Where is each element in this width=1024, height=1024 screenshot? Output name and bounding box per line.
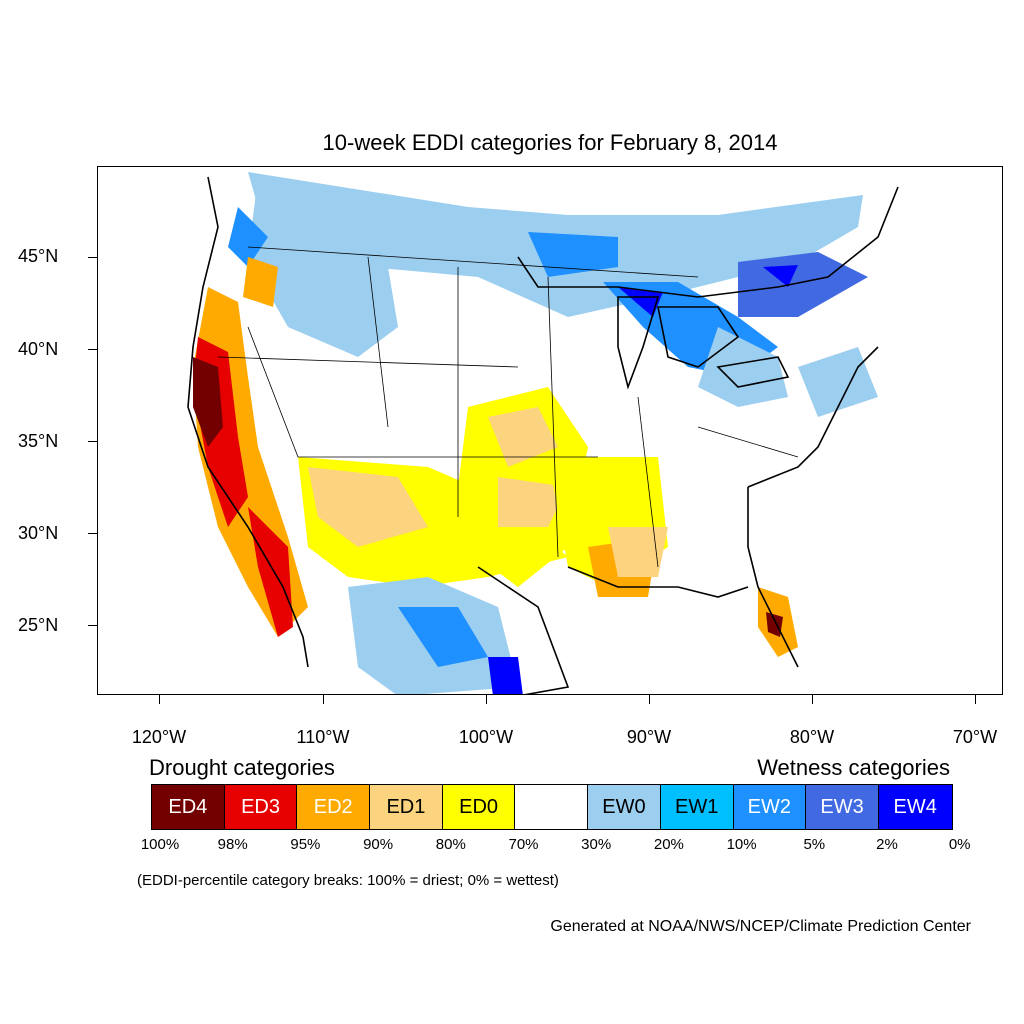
legend-color-bar: ED4 ED3 ED2 ED1 ED0 EW0 EW1 EW2 EW3 EW4 xyxy=(151,784,953,830)
lon-label-110: 110°W xyxy=(296,727,350,747)
legend-percent-break: 0% xyxy=(948,836,971,853)
legend-percent-break: 30% xyxy=(581,836,612,853)
lon-label-90: 90°W xyxy=(626,727,672,747)
lat-tick-45 xyxy=(88,257,97,258)
lat-label-40: 40°N xyxy=(18,339,59,359)
legend-percent-break: 2% xyxy=(876,836,898,853)
lon-tick-90 xyxy=(649,695,650,704)
legend-percent-break: 90% xyxy=(363,836,394,853)
lon-tick-110 xyxy=(323,695,324,704)
lon-label-120: 120°W xyxy=(131,727,187,747)
legend-cell-ew4: EW4 xyxy=(878,785,952,829)
legend-cell-ed0: ED0 xyxy=(442,785,516,829)
legend-cell-ew2: EW2 xyxy=(733,785,807,829)
lat-tick-25 xyxy=(88,625,97,626)
lon-label-100: 100°W xyxy=(458,727,514,747)
lat-label-35: 35°N xyxy=(18,431,59,451)
legend-wetness-title: Wetness categories xyxy=(757,755,950,780)
legend-percent-break: 10% xyxy=(726,836,757,853)
lat-label-45: 45°N xyxy=(18,246,59,266)
lon-tick-100 xyxy=(486,695,487,704)
legend-percent-break: 80% xyxy=(435,836,466,853)
legend-cell-ew1: EW1 xyxy=(660,785,734,829)
lat-tick-40 xyxy=(88,349,97,350)
legend-percent-break: 100% xyxy=(140,836,180,853)
legend-cell-ed2: ED2 xyxy=(297,785,371,829)
legend-cell-neutral xyxy=(515,785,589,829)
legend-cell-ed1: ED1 xyxy=(370,785,443,829)
lat-label-25: 25°N xyxy=(18,615,59,635)
credit-line: Generated at NOAA/NWS/NCEP/Climate Predi… xyxy=(550,918,971,935)
legend-percent-break: 95% xyxy=(290,836,321,853)
lon-tick-120 xyxy=(159,695,160,704)
eddi-map-canvas xyxy=(187,172,899,694)
legend-percent-break: 20% xyxy=(653,836,684,853)
legend-percent-break: 98% xyxy=(217,836,248,853)
legend-cell-ed3: ED3 xyxy=(224,785,298,829)
lon-label-80: 80°W xyxy=(789,727,835,747)
legend-drought-title: Drought categories xyxy=(149,755,335,780)
lon-tick-80 xyxy=(812,695,813,704)
legend-percent-break: 70% xyxy=(508,836,539,853)
legend-percent-break: 5% xyxy=(803,836,826,853)
lat-tick-35 xyxy=(88,441,97,442)
lon-label-70: 70°W xyxy=(952,727,998,747)
legend-note: (EDDI-percentile category breaks: 100% =… xyxy=(137,872,559,889)
eddi-map xyxy=(97,166,1003,695)
map-title: 10-week EDDI categories for February 8, … xyxy=(322,130,778,155)
lat-label-30: 30°N xyxy=(18,523,59,543)
legend-cell-ew3: EW3 xyxy=(806,785,879,829)
lon-tick-70 xyxy=(975,695,976,704)
lat-tick-30 xyxy=(88,533,97,534)
legend-cell-ed4: ED4 xyxy=(152,785,225,829)
legend-cell-ew0: EW0 xyxy=(588,785,661,829)
